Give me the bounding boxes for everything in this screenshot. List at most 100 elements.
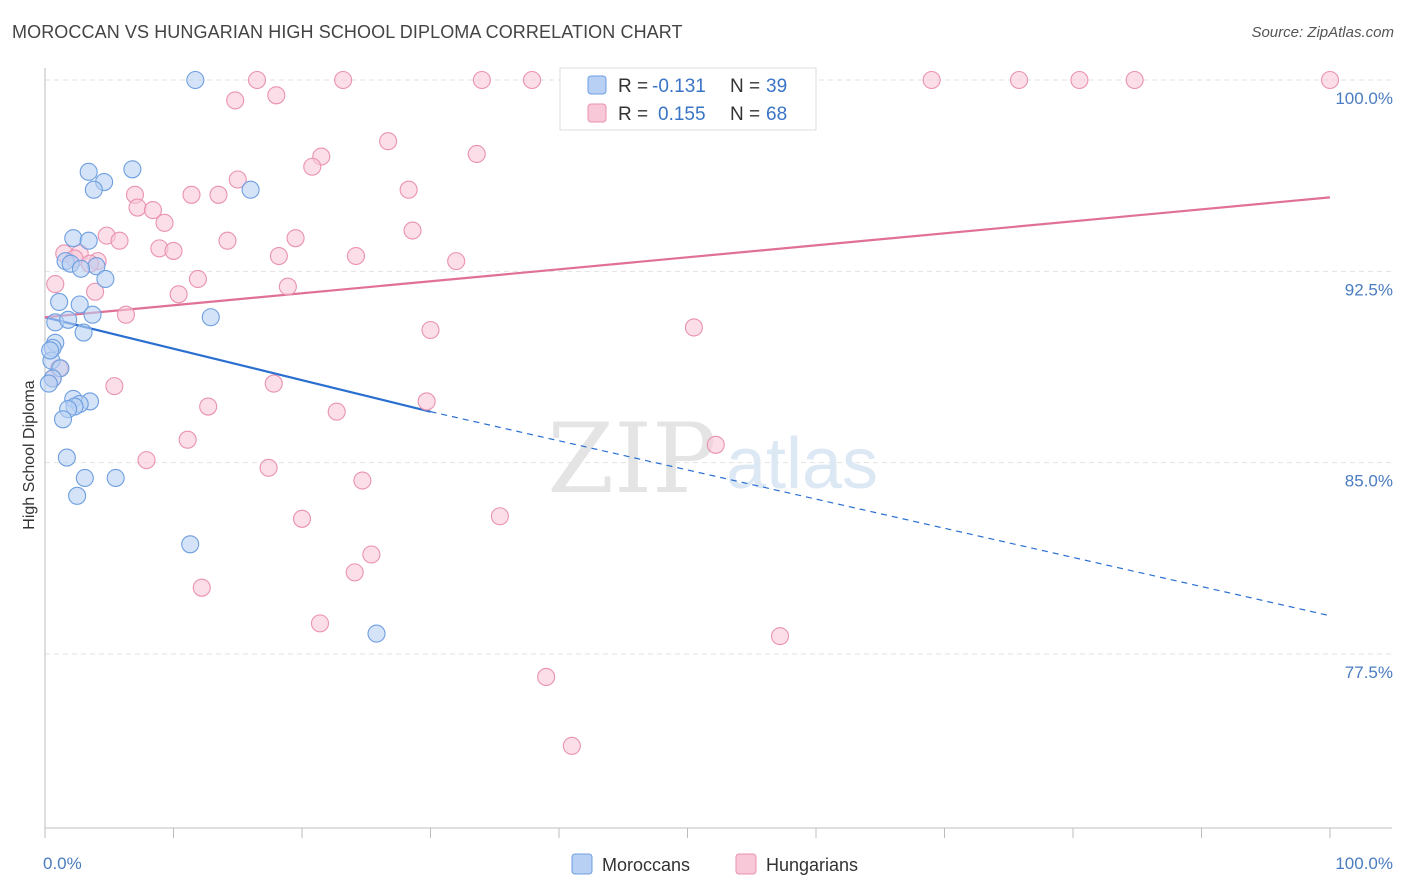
point-hungarians-41 bbox=[278, 277, 297, 296]
series-legend: Moroccans Hungarians bbox=[571, 853, 858, 875]
point-hungarians-14 bbox=[467, 144, 486, 164]
point-moroccans-33 bbox=[106, 468, 125, 488]
point-moroccans-32 bbox=[75, 468, 94, 488]
point-hungarians-19 bbox=[209, 185, 228, 204]
point-hungarians-22 bbox=[143, 201, 162, 220]
point-hungarians-34 bbox=[346, 246, 366, 266]
point-hungarians-51 bbox=[417, 392, 436, 411]
bottom-legend-moroccans: Moroccans bbox=[602, 855, 690, 875]
point-hungarians-58 bbox=[353, 471, 372, 490]
watermark: ZIP atlas bbox=[547, 403, 878, 515]
point-hungarians-67 bbox=[562, 736, 581, 755]
point-hungarians-54 bbox=[178, 430, 197, 449]
point-hungarians-20 bbox=[399, 180, 418, 199]
point-hungarians-9 bbox=[1320, 70, 1340, 90]
point-hungarians-6 bbox=[1009, 70, 1029, 90]
point-hungarians-15 bbox=[303, 157, 322, 176]
point-moroccans-0 bbox=[186, 70, 205, 90]
point-hungarians-59 bbox=[292, 509, 312, 528]
point-moroccans-36 bbox=[367, 624, 386, 643]
point-moroccans-2 bbox=[123, 160, 142, 179]
point-hungarians-65 bbox=[770, 627, 790, 646]
legend-swatch-hungarians bbox=[587, 103, 607, 123]
point-moroccans-4 bbox=[84, 180, 103, 199]
stats-legend: R = -0.131 N = 39 R = 0.155 N = 68 bbox=[559, 67, 817, 131]
point-hungarians-46 bbox=[684, 318, 703, 337]
point-hungarians-33 bbox=[269, 246, 288, 266]
point-moroccans-13 bbox=[50, 292, 69, 311]
point-hungarians-57 bbox=[259, 458, 278, 477]
point-moroccans-14 bbox=[70, 295, 89, 314]
x-tick-labels: 0.0% 100.0% bbox=[43, 854, 1393, 873]
point-moroccans-15 bbox=[201, 308, 220, 327]
point-moroccans-31 bbox=[57, 448, 76, 467]
point-hungarians-61 bbox=[362, 545, 381, 564]
point-hungarians-12 bbox=[379, 132, 398, 151]
point-hungarians-37 bbox=[447, 252, 466, 271]
point-hungarians-49 bbox=[105, 377, 124, 396]
point-hungarians-18 bbox=[182, 185, 201, 204]
watermark-atlas: atlas bbox=[726, 424, 878, 504]
legend-moroccans-r-value: -0.131 bbox=[652, 76, 706, 97]
point-hungarians-11 bbox=[226, 91, 245, 110]
legend-hungarians-n-label: N = bbox=[730, 104, 760, 125]
data-points bbox=[39, 70, 1340, 755]
point-hungarians-7 bbox=[1070, 70, 1089, 90]
y-tick-labels: 100.0% 92.5% 85.0% 77.5% bbox=[1335, 89, 1393, 682]
y-tick-label-2: 85.0% bbox=[1345, 472, 1393, 491]
chart-source: Source: ZipAtlas.com bbox=[1251, 24, 1394, 41]
x-tick-label-0: 0.0% bbox=[43, 854, 82, 873]
point-hungarians-63 bbox=[192, 578, 211, 597]
point-hungarians-27 bbox=[218, 231, 237, 250]
point-hungarians-3 bbox=[522, 70, 542, 90]
bottom-legend-swatch-moroccans bbox=[571, 853, 593, 875]
trend-line-moroccans bbox=[44, 316, 431, 413]
chart-title: MOROCCAN VS HUNGARIAN HIGH SCHOOL DIPLOM… bbox=[12, 22, 683, 42]
point-moroccans-34 bbox=[68, 486, 87, 505]
legend-hungarians-n-value: 68 bbox=[766, 104, 787, 125]
legend-moroccans-n-value: 39 bbox=[766, 76, 787, 97]
point-hungarians-5 bbox=[922, 70, 941, 90]
point-moroccans-11 bbox=[71, 259, 91, 278]
point-hungarians-64 bbox=[310, 614, 330, 633]
point-moroccans-35 bbox=[181, 535, 200, 554]
point-hungarians-2 bbox=[472, 70, 491, 90]
legend-moroccans-n-label: N = bbox=[730, 76, 760, 97]
legend-moroccans-r-label: R = bbox=[618, 76, 648, 97]
point-hungarians-1 bbox=[334, 70, 353, 90]
point-hungarians-39 bbox=[188, 269, 207, 289]
y-axis-label: High School Diploma bbox=[21, 380, 38, 530]
point-hungarians-40 bbox=[46, 275, 65, 294]
legend-hungarians-r-label: R = bbox=[618, 104, 648, 125]
y-tick-label-3: 77.5% bbox=[1345, 663, 1393, 682]
point-hungarians-28 bbox=[286, 229, 305, 248]
point-moroccans-7 bbox=[79, 231, 98, 250]
point-moroccans-18 bbox=[83, 305, 102, 324]
point-moroccans-37 bbox=[39, 374, 58, 393]
point-moroccans-1 bbox=[79, 162, 98, 181]
point-moroccans-38 bbox=[41, 341, 60, 360]
point-moroccans-5 bbox=[241, 180, 260, 199]
point-hungarians-66 bbox=[537, 667, 556, 687]
x-tick-label-1: 100.0% bbox=[1335, 854, 1393, 873]
point-hungarians-21 bbox=[128, 198, 147, 217]
point-hungarians-10 bbox=[267, 86, 286, 105]
point-moroccans-19 bbox=[74, 323, 93, 342]
point-hungarians-0 bbox=[247, 70, 267, 90]
bottom-legend-swatch-hungarians bbox=[735, 853, 757, 875]
point-moroccans-17 bbox=[59, 310, 78, 329]
point-hungarians-8 bbox=[1125, 70, 1144, 90]
point-hungarians-62 bbox=[345, 563, 364, 582]
point-hungarians-55 bbox=[706, 435, 725, 454]
point-hungarians-42 bbox=[169, 285, 188, 304]
y-tick-label-0: 100.0% bbox=[1335, 89, 1393, 108]
point-hungarians-16 bbox=[228, 170, 247, 189]
point-hungarians-43 bbox=[86, 282, 105, 301]
trend-line-hungarians bbox=[44, 196, 1331, 319]
point-hungarians-60 bbox=[490, 507, 509, 526]
bottom-legend-hungarians: Hungarians bbox=[766, 855, 858, 875]
point-hungarians-44 bbox=[116, 305, 136, 324]
legend-swatch-moroccans bbox=[587, 75, 607, 95]
point-moroccans-30 bbox=[53, 410, 73, 429]
